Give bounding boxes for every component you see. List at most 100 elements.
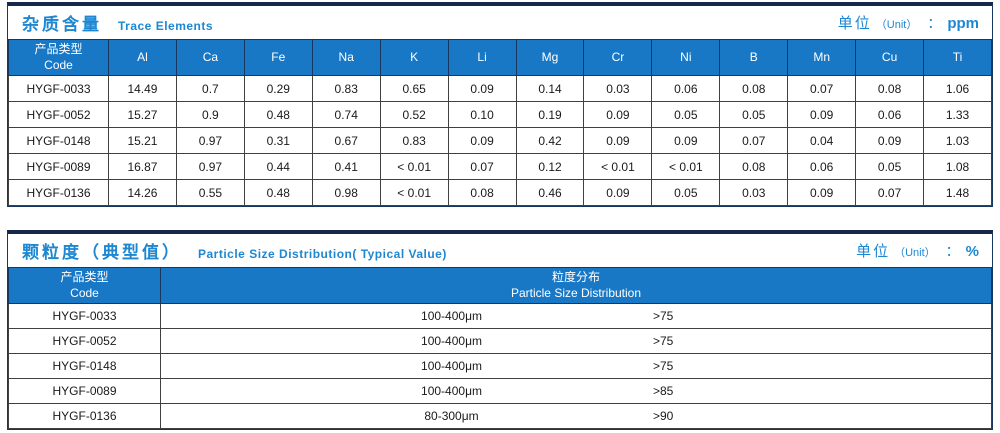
element-column-header: B [719,38,789,77]
row-code-cell: HYGF-0136 [8,403,161,430]
code-column-header: 产品类型 Code [8,267,161,305]
trace-elements-titlebar: 杂质含量 Trace Elements 单位 （Unit） ： ppm [8,6,992,39]
value-cell: 0.65 [379,75,449,103]
section-title-zh: 杂质含量 [22,15,102,34]
value-cell: 0.12 [515,153,585,181]
element-column-header: Cr [583,38,653,77]
value-cell: < 0.01 [651,153,721,181]
table-row: HYGF-0033 14.49 0.7 0.29 0.83 0.65 0.09 0.14 0.0… [8,75,992,103]
section-title-en: Trace Elements [118,19,214,33]
value-cell: 0.09 [447,127,517,155]
distribution-cell: 100-400μm >85 [160,378,992,405]
value-cell: 1.33 [923,101,992,129]
value-cell: 0.48 [243,101,313,129]
percent-value: >75 [652,359,674,374]
value-cell: 0.10 [447,101,517,129]
value-cell: 0.08 [855,75,925,103]
value-cell: 0.07 [447,153,517,181]
unit-paren: （Unit） [875,19,918,31]
code-header-zh: 产品类型 [34,42,83,56]
value-cell: 0.74 [311,101,381,129]
size-range: 100-400μm [421,384,482,399]
value-cell: 0.09 [651,127,721,155]
percent-value: >85 [652,384,674,399]
value-cell: 0.09 [787,179,857,207]
distribution-cell: 80-300μm >90 [160,403,992,430]
value-cell: 15.27 [108,101,177,129]
element-column-header: Li [447,38,517,77]
value-cell: 0.07 [855,179,925,207]
value-cell: 0.44 [243,153,313,181]
section-title: 杂质含量 Trace Elements [22,10,213,35]
unit-zh: 单位 [856,243,891,261]
value-cell: < 0.01 [583,153,653,181]
section-title-en: Particle Size Distribution( Typical Valu… [198,247,447,262]
trace-elements-tbody: HYGF-0033 14.49 0.7 0.29 0.83 0.65 0.09 0.14 0.0… [8,75,992,207]
distribution-column-header: 粒度分布 Particle Size Distribution [160,267,992,305]
value-cell: 0.05 [855,153,925,181]
value-cell: 0.67 [311,127,381,155]
element-column-header: Mn [787,38,857,77]
unit-label: 单位 （Unit） ： ppm [838,12,979,33]
value-cell: 0.09 [583,101,653,129]
size-range: 100-400μm [421,334,482,349]
element-column-header: K [379,38,449,77]
unit-colon: ： [945,243,960,260]
table-row: HYGF-0148 15.21 0.97 0.31 0.67 0.83 0.09 0.42 0.… [8,127,992,155]
unit-value: % [965,243,979,261]
value-cell: 0.52 [379,101,449,129]
value-cell: < 0.01 [379,179,449,207]
value-cell: 1.06 [923,75,992,103]
trace-elements-section: 杂质含量 Trace Elements 单位 （Unit） ： ppm 产品类型… [7,2,993,208]
unit-label: 单位 （Unit） ： % [856,240,979,261]
value-cell: 14.49 [108,75,177,103]
value-cell: 0.06 [651,75,721,103]
value-cell: 0.07 [719,127,789,155]
particle-size-table: 产品类型 Code 粒度分布 Particle Size Distributio… [8,267,992,430]
value-cell: 0.09 [447,75,517,103]
value-cell: 0.14 [515,75,585,103]
value-cell: 0.07 [787,75,857,103]
element-column-header: Ca [175,38,245,77]
value-cell: 0.09 [787,101,857,129]
code-header-zh: 产品类型 [60,270,109,285]
distribution-header-zh: 粒度分布 [551,270,600,285]
percent-value: >75 [652,309,674,324]
value-cell: 0.83 [311,75,381,103]
table-row: HYGF-0052 100-400μm >75 [8,328,992,355]
row-code-cell: HYGF-0089 [8,153,109,181]
row-code-cell: HYGF-0052 [8,328,161,355]
table-row: HYGF-0033 100-400μm >75 [8,303,992,330]
table-row: HYGF-0148 100-400μm >75 [8,353,992,380]
trace-elements-table: 产品类型 Code Al Ca Fe Na K Li Mg Cr Ni B Mn Cu Ti HYGF-… [8,38,992,207]
element-column-header: Cu [855,38,925,77]
value-cell: < 0.01 [379,153,449,181]
unit-value: ppm [947,15,979,32]
value-cell: 0.98 [311,179,381,207]
element-column-header: Al [108,38,177,77]
value-cell: 0.09 [855,127,925,155]
value-cell: 0.08 [719,75,789,103]
percent-value: >90 [652,409,674,424]
value-cell: 0.83 [379,127,449,155]
value-cell: 0.97 [175,153,245,181]
value-cell: 0.9 [175,101,245,129]
section-title-zh: 颗粒度（典型值） [22,243,182,263]
row-code-cell: HYGF-0089 [8,378,161,405]
value-cell: 0.55 [175,179,245,207]
value-cell: 0.05 [651,179,721,207]
value-cell: 0.03 [583,75,653,103]
value-cell: 1.08 [923,153,992,181]
element-column-header: Fe [243,38,313,77]
table-row: HYGF-0089 100-400μm >85 [8,378,992,405]
code-header-en: Code [44,57,73,72]
value-cell: 0.09 [583,127,653,155]
distribution-cell: 100-400μm >75 [160,353,992,380]
code-column-header: 产品类型 Code [8,38,109,77]
value-cell: 16.87 [108,153,177,181]
element-column-header: Ti [923,38,992,77]
value-cell: 0.04 [787,127,857,155]
value-cell: 0.05 [651,101,721,129]
section-title: 颗粒度（典型值） Particle Size Distribution( Typ… [22,238,447,263]
unit-zh: 单位 [837,15,872,32]
